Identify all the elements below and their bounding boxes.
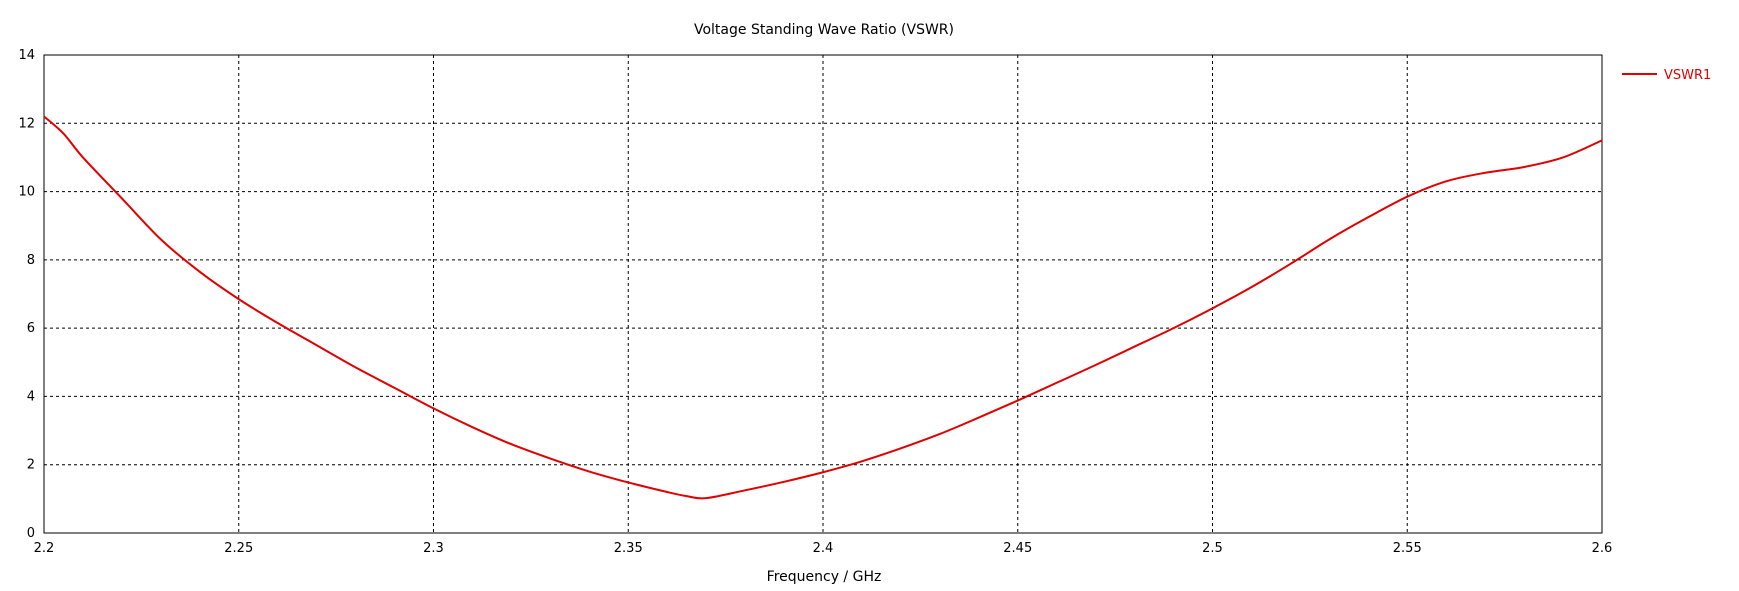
x-tick-label: 2.35 <box>614 541 643 556</box>
series-line-vswr1 <box>43 115 1603 500</box>
y-tick-label: 12 <box>18 116 35 131</box>
x-tick-label: 2.55 <box>1393 541 1422 556</box>
y-tick-label: 0 <box>27 526 35 541</box>
grid <box>44 55 1602 533</box>
x-tick-label: 2.25 <box>224 541 253 556</box>
y-tick-label: 8 <box>27 253 35 268</box>
chart-title: Voltage Standing Wave Ratio (VSWR) <box>694 22 954 38</box>
y-tick-label: 4 <box>27 389 35 404</box>
x-axis-label: Frequency / GHz <box>767 569 882 585</box>
x-tick-label: 2.3 <box>423 541 444 556</box>
x-tick-label: 2.2 <box>34 541 55 556</box>
series-layer <box>43 115 1603 500</box>
x-tick-label: 2.5 <box>1202 541 1223 556</box>
y-tick-label: 6 <box>27 321 35 336</box>
legend: VSWR1 <box>1622 68 1711 83</box>
x-tick-label: 2.45 <box>1003 541 1032 556</box>
axis-ticks: 2.2 2.25 2.3 2.35 2.4 2.45 2.5 2.55 2.6 0 2 4 6 8 10 12… <box>18 48 1612 556</box>
y-tick-label: 14 <box>18 48 35 63</box>
x-tick-label: 2.6 <box>1592 541 1613 556</box>
plot-frame <box>43 54 1603 534</box>
x-tick-label: 2.4 <box>813 541 834 556</box>
y-tick-label: 2 <box>27 458 35 473</box>
legend-label-vswr1: VSWR1 <box>1664 68 1711 83</box>
y-tick-label: 10 <box>18 185 35 200</box>
